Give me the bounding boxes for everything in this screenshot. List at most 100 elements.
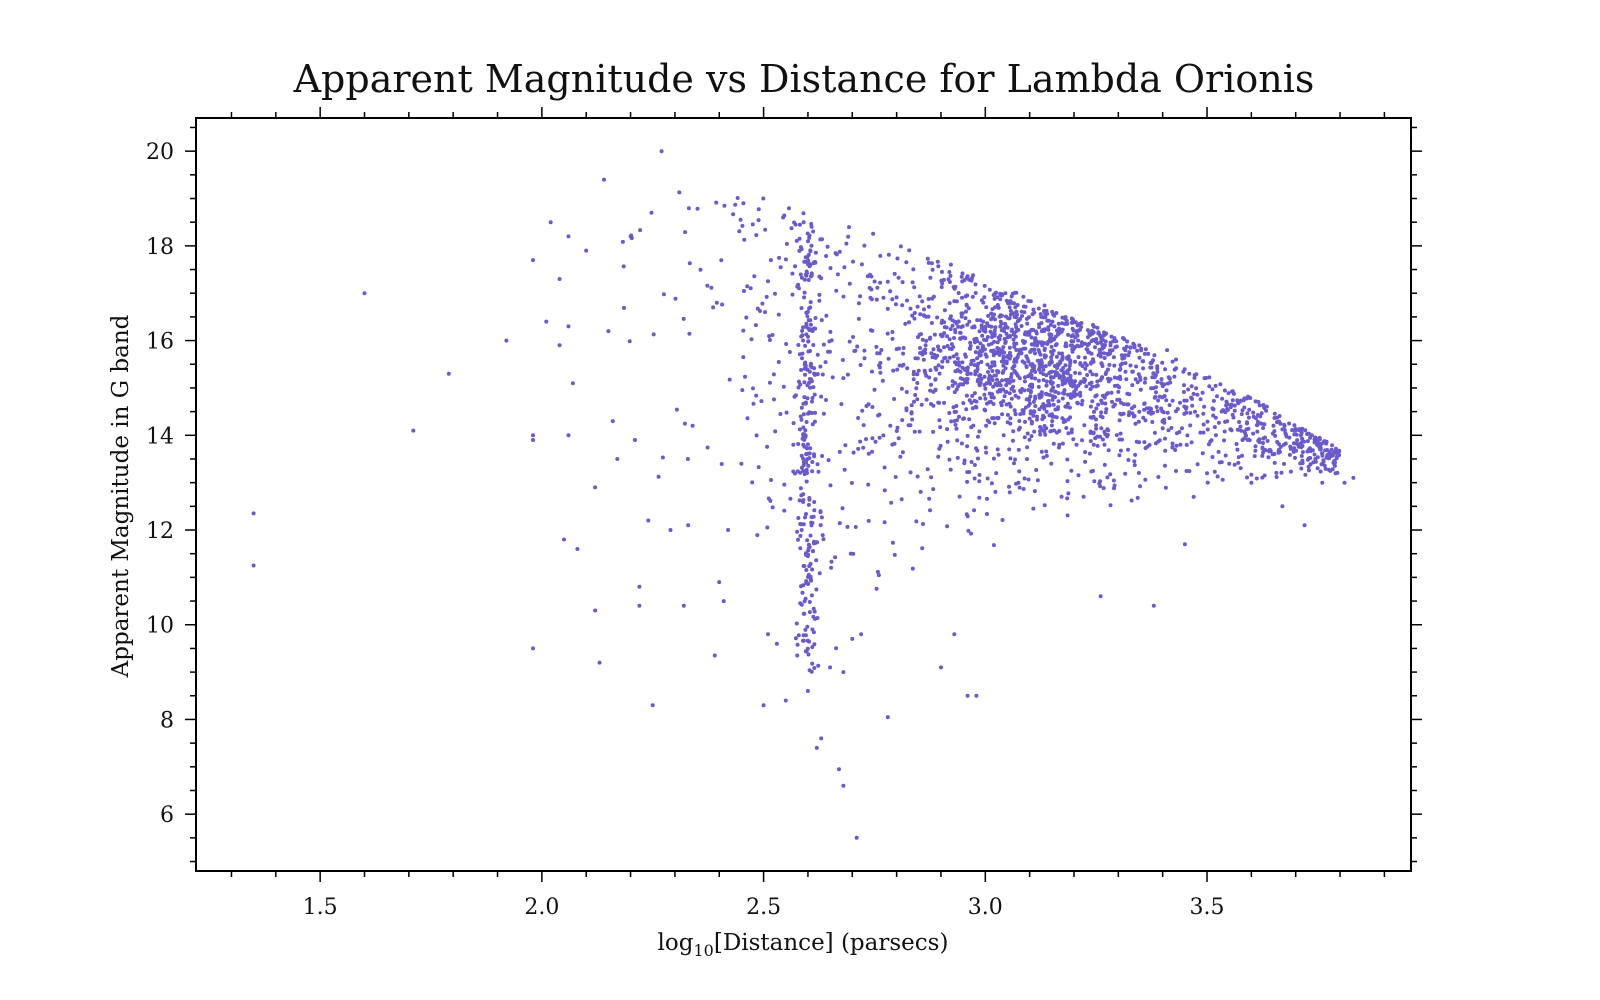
data-point	[1032, 310, 1037, 315]
data-point	[686, 206, 691, 211]
data-point	[1099, 410, 1104, 415]
data-point	[1143, 477, 1148, 482]
data-point	[799, 584, 803, 589]
data-point	[806, 502, 811, 507]
data-point	[1068, 415, 1073, 420]
data-point	[809, 593, 814, 598]
data-point	[965, 479, 970, 484]
data-point	[981, 328, 986, 333]
data-point	[1028, 409, 1033, 414]
data-point	[947, 355, 952, 360]
data-point	[1213, 433, 1218, 438]
data-point	[1078, 327, 1082, 332]
data-point	[739, 461, 744, 466]
data-point	[914, 519, 919, 524]
data-point	[803, 272, 808, 277]
data-point	[810, 645, 815, 650]
data-point	[965, 433, 970, 438]
data-point	[805, 255, 810, 259]
data-point	[1126, 353, 1131, 358]
data-point	[1151, 371, 1156, 376]
data-point	[1104, 407, 1109, 412]
data-point	[807, 377, 812, 381]
data-point	[1164, 398, 1169, 403]
data-point	[597, 660, 602, 665]
data-point	[1152, 430, 1157, 435]
data-point	[939, 320, 944, 325]
data-point	[952, 632, 957, 637]
data-point	[1073, 379, 1078, 384]
data-point	[593, 485, 598, 490]
data-point	[1156, 475, 1161, 479]
data-point	[804, 310, 809, 315]
data-point	[937, 371, 942, 376]
data-point	[924, 397, 929, 402]
data-point	[1167, 403, 1172, 408]
data-point	[947, 457, 952, 462]
data-point	[1291, 428, 1296, 433]
data-point	[809, 271, 814, 276]
data-point	[1042, 303, 1047, 308]
data-point	[904, 260, 909, 265]
data-point	[910, 566, 915, 571]
data-point	[870, 369, 874, 374]
data-point	[914, 386, 919, 391]
data-point	[796, 343, 801, 347]
data-point	[719, 258, 724, 263]
data-point	[809, 224, 814, 229]
data-point	[1141, 415, 1146, 420]
data-point	[1237, 420, 1242, 424]
data-point	[894, 295, 899, 300]
data-point	[1323, 466, 1328, 471]
data-point	[1049, 423, 1054, 428]
data-point	[1136, 372, 1141, 377]
data-point	[1161, 418, 1165, 423]
data-point	[824, 398, 828, 402]
data-point	[1015, 355, 1020, 360]
data-point	[756, 218, 761, 223]
data-point	[1235, 447, 1240, 452]
data-point	[1102, 442, 1107, 447]
data-point	[813, 259, 817, 264]
data-point	[1213, 415, 1218, 420]
data-point	[1156, 439, 1161, 444]
data-point	[807, 410, 812, 415]
data-point	[993, 305, 998, 310]
data-point	[819, 736, 824, 741]
data-point	[1211, 413, 1216, 418]
data-point	[687, 261, 692, 266]
data-point	[668, 528, 673, 532]
data-point	[719, 462, 724, 466]
data-point	[915, 304, 920, 309]
data-point	[970, 294, 975, 299]
data-point	[1246, 394, 1251, 399]
data-point	[965, 322, 970, 327]
data-point	[1130, 369, 1135, 374]
data-point	[1060, 351, 1064, 356]
data-point	[847, 225, 851, 230]
data-point	[1303, 472, 1308, 477]
data-point	[1230, 398, 1235, 403]
data-point	[943, 355, 948, 360]
x-axis-label-subscript: 10	[693, 941, 713, 960]
data-point	[1042, 415, 1047, 420]
data-point	[869, 287, 874, 292]
data-point	[1006, 377, 1011, 382]
data-point	[1024, 364, 1029, 369]
data-point	[1008, 334, 1012, 339]
data-point	[935, 315, 940, 320]
data-point	[913, 393, 918, 397]
data-point	[1272, 429, 1277, 434]
data-point	[1236, 455, 1241, 460]
data-point	[1073, 387, 1078, 392]
data-point	[1318, 469, 1323, 474]
data-point	[965, 372, 970, 377]
data-point	[1031, 413, 1036, 418]
data-point	[1295, 438, 1300, 443]
data-point	[1274, 475, 1279, 479]
data-point	[1099, 376, 1104, 381]
data-point	[937, 446, 942, 451]
data-point	[982, 283, 987, 288]
data-point	[1174, 443, 1179, 448]
data-point	[1245, 421, 1249, 426]
